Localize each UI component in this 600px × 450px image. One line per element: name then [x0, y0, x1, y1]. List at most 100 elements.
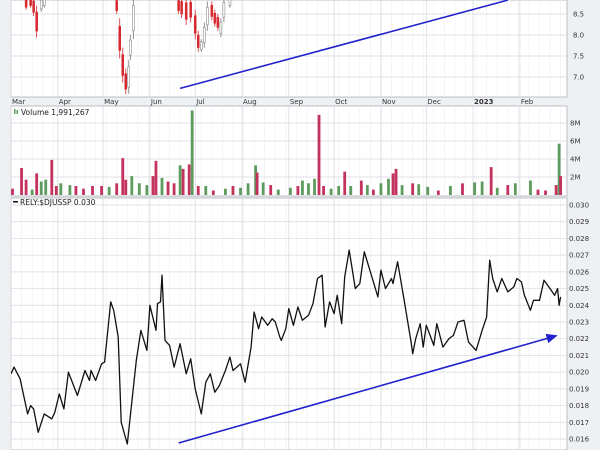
ratio-tick-label: 0.019 [569, 385, 589, 393]
volume-bar [461, 183, 464, 195]
volume-bar [536, 189, 540, 195]
volume-bar [59, 183, 63, 195]
volume-bar [35, 173, 39, 195]
ratio-tick-label: 0.025 [569, 285, 589, 293]
price-tick-label: 7.5 [573, 53, 584, 61]
volume-bar [54, 186, 58, 195]
x-tick-label: Dec [427, 98, 441, 106]
volume-bar [181, 168, 185, 195]
volume-bar [426, 186, 430, 195]
volume-bar [349, 186, 353, 195]
ratio-tick-label: 0.026 [569, 268, 590, 276]
x-tick-label: 2023 [474, 98, 494, 106]
ratio-tick-label: 0.018 [569, 402, 589, 410]
ratio-tick-label: 0.023 [569, 318, 589, 326]
candle-body [35, 11, 38, 32]
volume-bar [82, 188, 85, 195]
candle-body [184, 2, 188, 20]
ratio-trend-arrow [178, 333, 558, 444]
candle-body [132, 5, 135, 32]
volume-bar [489, 167, 493, 195]
x-tick-label: Aug [243, 98, 257, 106]
volume-bar [68, 185, 72, 195]
ratio-tick-label: 0.027 [569, 252, 589, 260]
volume-bar [307, 183, 310, 195]
volume-bar [506, 185, 510, 195]
volume-bar [372, 189, 375, 195]
price-tick-label: 7.0 [573, 74, 584, 82]
volume-bar [44, 179, 48, 195]
volume-legend-icon [14, 109, 16, 114]
volume-tick-label: 4M [570, 156, 581, 164]
volume-bar [115, 183, 119, 195]
price-candles [24, 0, 508, 95]
volume-bar [50, 159, 54, 195]
volume-bar [151, 176, 155, 195]
volume-bar [296, 186, 300, 195]
ratio-legend-swatch [13, 201, 18, 203]
candle-body [196, 34, 200, 48]
volume-bar [74, 186, 78, 195]
candle-body [216, 17, 220, 28]
ratio-tick-label: 0.021 [569, 352, 589, 360]
volume-bar [387, 178, 390, 195]
ratio-tick-label: 0.024 [569, 302, 590, 310]
candle-body [121, 54, 124, 76]
volume-bar [473, 182, 476, 195]
ratio-tick-label: 0.022 [569, 335, 589, 343]
candle-body [39, 0, 43, 10]
volume-bar [100, 186, 103, 195]
volume-bar [124, 179, 128, 195]
volume-bar [513, 183, 517, 195]
volume-tick-label: 8M [570, 120, 581, 128]
volume-bar [246, 183, 250, 195]
volume-bar [254, 165, 258, 195]
volume-bar [172, 183, 176, 195]
x-tick-label: Nov [382, 98, 396, 106]
volume-bar [145, 185, 149, 195]
candle-body [24, 0, 28, 8]
volume-bar [107, 186, 111, 195]
volume-bar [365, 185, 369, 195]
x-tick-label: Jun [150, 98, 162, 106]
volume-bar [276, 189, 280, 195]
candle-body [29, 0, 32, 6]
volume-bar [121, 158, 125, 195]
candle-body [115, 0, 118, 11]
candle-body [193, 15, 197, 34]
candle-body [228, 0, 232, 6]
volume-bar [417, 184, 421, 195]
volume-bar [495, 187, 499, 195]
candle-body [222, 1, 226, 18]
volume-bar [529, 180, 532, 195]
volume-bar [269, 185, 273, 195]
volume-bar [231, 186, 235, 195]
candle-body [124, 73, 128, 90]
ratio-tick-label: 0.020 [569, 369, 589, 377]
x-tick-label: Sep [290, 98, 304, 106]
ratio-tick-label: 0.017 [569, 419, 589, 427]
volume-bar [329, 188, 333, 195]
volume-bar [211, 190, 215, 195]
ratio-line [11, 249, 562, 445]
candle-body [118, 26, 121, 51]
volume-bars [11, 110, 563, 195]
volume-bar [39, 181, 43, 195]
volume-bar [337, 186, 341, 195]
volume-bar [554, 185, 558, 195]
volume-tick-label: 6M [570, 138, 581, 146]
candle-body [177, 0, 180, 11]
volume-bar [436, 190, 440, 195]
candle-body [206, 7, 209, 26]
price-tick-label: 8.5 [573, 11, 584, 19]
volume-bar [544, 190, 547, 195]
price-trendline [179, 0, 508, 90]
candle-body [42, 0, 46, 6]
volume-bar [559, 176, 563, 195]
volume-bar [166, 181, 170, 195]
volume-bar [301, 180, 304, 195]
x-tick-label: Oct [335, 98, 347, 106]
volume-legend-icon-bar [16, 110, 18, 114]
grid [10, 0, 567, 450]
volume-bar [204, 186, 208, 195]
